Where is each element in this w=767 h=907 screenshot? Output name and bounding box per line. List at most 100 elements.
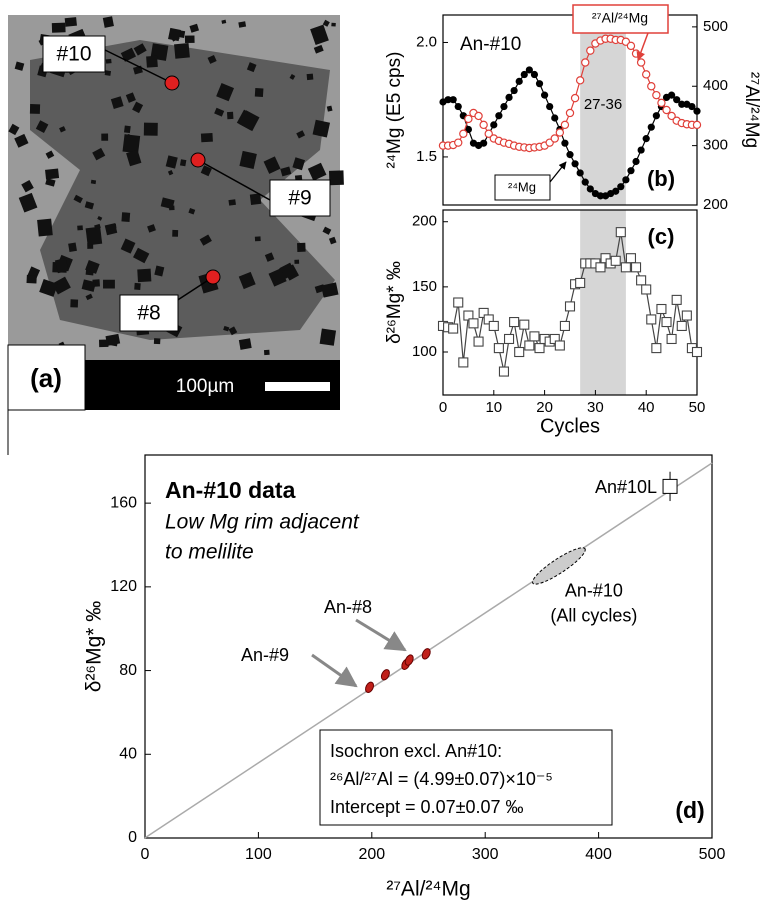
point (474, 111, 483, 121)
y-axis-label: δ²⁶Mg* ‰ (384, 261, 405, 344)
inclusion (322, 226, 332, 235)
inclusion (200, 165, 212, 177)
leader (197, 159, 271, 201)
spot-label: #9 (288, 187, 311, 210)
inclusion (39, 278, 58, 297)
inclusion (297, 242, 306, 252)
point (520, 70, 528, 79)
panel-label: (a) (30, 363, 62, 393)
inclusion (133, 247, 150, 264)
point (692, 120, 702, 130)
inclusion (313, 44, 324, 54)
point (514, 346, 525, 358)
inclusion (51, 22, 66, 33)
point (458, 357, 469, 368)
inclusion (122, 134, 141, 154)
point (586, 185, 594, 193)
point (662, 478, 678, 494)
inclusion (68, 242, 77, 252)
inclusion (319, 328, 337, 346)
inclusion (52, 276, 71, 295)
x-tick-label: 100 (245, 846, 272, 863)
plot-frame (144, 454, 713, 839)
inclusion (254, 87, 264, 98)
point (576, 169, 584, 177)
micrograph-panel: (a) 100µm #10 #9 #8 (7, 15, 344, 455)
panel-label: (b) (647, 166, 675, 191)
text-box (319, 729, 613, 826)
point (646, 314, 657, 325)
point (550, 134, 559, 143)
point (454, 138, 463, 147)
error-ellipse (532, 547, 586, 585)
inclusion (120, 47, 137, 62)
point (561, 139, 569, 147)
inclusion (70, 299, 79, 308)
inclusion (307, 162, 327, 181)
point (667, 111, 676, 121)
point (525, 66, 533, 74)
leader (104, 49, 173, 84)
point (510, 86, 518, 95)
box-line: ²⁶Al/²⁷Al = (4.99±0.07)×10⁻⁵ (330, 769, 553, 789)
inclusion (137, 268, 152, 283)
inclusion (328, 170, 344, 186)
inclusion (188, 207, 196, 215)
inclusion (126, 149, 142, 167)
point (505, 93, 513, 102)
point (551, 114, 559, 122)
inclusion (238, 21, 247, 28)
point (570, 93, 580, 103)
inclusion (84, 201, 95, 210)
x-tick-label: 400 (585, 846, 612, 863)
highlight-label: 27-36 (584, 96, 622, 113)
spot-box (42, 35, 106, 73)
point (617, 183, 625, 191)
scale-bar (265, 382, 330, 391)
point-label: (All cycles) (550, 606, 637, 626)
point (647, 82, 656, 91)
inclusion (21, 179, 34, 193)
point (581, 58, 590, 67)
y2-tick-label: 500 (703, 18, 728, 35)
point (479, 120, 488, 130)
point-label: An#10L (595, 477, 657, 497)
inclusion (77, 225, 83, 231)
point (575, 277, 586, 289)
inclusion (29, 104, 41, 114)
x-tick-label: 0 (439, 399, 447, 416)
point (468, 318, 479, 329)
inclusion (280, 166, 292, 177)
box-line: Intercept = 0.07±0.07 ‰ (330, 797, 524, 817)
spot-label: #10 (56, 43, 91, 66)
point (509, 316, 520, 328)
inclusion (236, 109, 258, 131)
point (595, 262, 606, 273)
point (503, 333, 515, 345)
inclusion (322, 19, 330, 27)
inclusion (120, 238, 136, 254)
inclusion (306, 73, 314, 81)
point (652, 90, 661, 100)
point (484, 129, 493, 138)
x-tick-label: 0 (141, 846, 150, 863)
point (529, 331, 540, 342)
point (612, 187, 620, 195)
point (490, 121, 498, 129)
x-tick-label: 300 (472, 846, 499, 863)
inclusion (249, 193, 262, 205)
inclusion (200, 132, 213, 143)
annotation: An-#8 (324, 597, 372, 617)
inclusion (101, 133, 109, 141)
spot (164, 75, 180, 91)
inclusion (238, 271, 256, 290)
point (693, 107, 701, 115)
point (642, 135, 650, 143)
annotation: An-#9 (241, 645, 289, 665)
inclusion (35, 120, 49, 133)
annotation-arrow (311, 653, 358, 688)
point (632, 157, 640, 166)
point (549, 333, 560, 345)
point (555, 128, 565, 137)
y-tick-label: 2.0 (416, 33, 437, 50)
